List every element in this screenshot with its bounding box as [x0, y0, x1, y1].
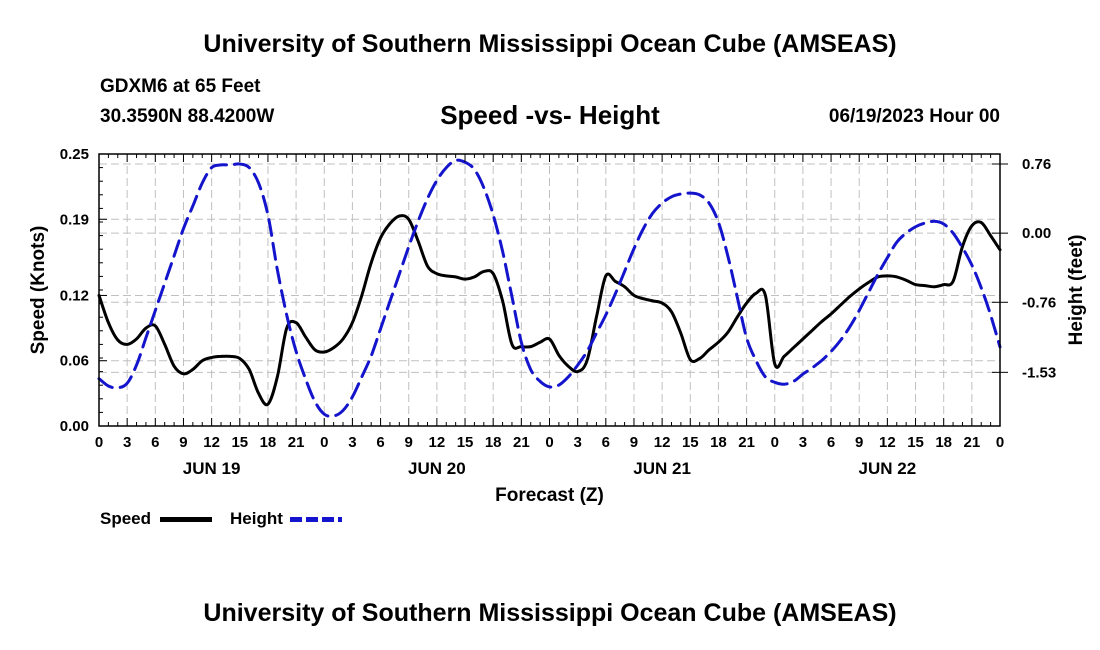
x-tick-label: 15 [907, 434, 924, 451]
y-tick-label: 0.12 [60, 287, 89, 304]
x-tick-label: 9 [630, 434, 638, 451]
y-axis-title: Speed (Knots) [28, 226, 49, 355]
x-tick-label: 0 [545, 434, 553, 451]
x-tick-label: 21 [964, 434, 981, 451]
x-tick-label: 3 [348, 434, 356, 451]
x-tick-label: 15 [457, 434, 474, 451]
legend-speed-label: Speed [100, 509, 152, 528]
x-tick-label: 18 [710, 434, 727, 451]
coordinates-label: 30.3590N 88.4200W [100, 106, 275, 127]
y-tick-label: 0.00 [60, 418, 89, 435]
y-right-tick-label: -1.53 [1022, 364, 1056, 381]
x-tick-label: 18 [485, 434, 502, 451]
plot-frame [98, 153, 1001, 427]
x-day-label: JUN 19 [183, 459, 241, 478]
y-tick-label: 0.25 [60, 146, 89, 163]
x-tick-label: 9 [179, 434, 187, 451]
x-tick-label: 21 [513, 434, 530, 451]
x-tick-label: 6 [376, 434, 384, 451]
x-day-label: JUN 22 [859, 459, 917, 478]
station-label: GDXM6 at 65 Feet [100, 76, 261, 97]
height-series-line [97, 158, 1002, 418]
x-day-label: JUN 21 [633, 459, 691, 478]
x-tick-label: 15 [231, 434, 248, 451]
x-tick-label: 6 [151, 434, 159, 451]
y-right-tick-label: 0.76 [1022, 156, 1051, 173]
x-tick-label: 0 [996, 434, 1004, 451]
legend-speed-swatch [160, 517, 212, 522]
y-tick-label: 0.19 [60, 211, 89, 228]
y-right-axis-title: Height (feet) [1066, 235, 1087, 346]
x-tick-label: 3 [799, 434, 807, 451]
chart-axes [98, 153, 1008, 427]
chart-title-top: University of Southern Mississippi Ocean… [203, 30, 897, 58]
x-tick-label: 15 [682, 434, 699, 451]
x-tick-label: 9 [405, 434, 413, 451]
x-tick-label: 18 [260, 434, 277, 451]
x-tick-label: 0 [771, 434, 779, 451]
x-tick-label: 9 [855, 434, 863, 451]
x-tick-label: 21 [288, 434, 305, 451]
x-day-label: JUN 20 [408, 459, 466, 478]
series-layer [97, 158, 1002, 418]
chart-grid [99, 154, 1000, 426]
x-tick-label: 12 [879, 434, 896, 451]
x-tick-label: 12 [429, 434, 446, 451]
x-axis-title: Forecast (Z) [495, 485, 604, 506]
x-tick-label: 3 [123, 434, 131, 451]
x-tick-label: 12 [203, 434, 220, 451]
x-tick-label: 12 [654, 434, 671, 451]
speed-series-line [97, 214, 1002, 407]
x-tick-label: 0 [320, 434, 328, 451]
x-tick-label: 6 [602, 434, 610, 451]
x-tick-label: 6 [827, 434, 835, 451]
y-right-tick-label: -0.76 [1022, 294, 1056, 311]
x-tick-label: 18 [935, 434, 952, 451]
chart-title-bottom: University of Southern Mississippi Ocean… [203, 599, 897, 627]
chart-labels: 0 3 6 9 12 15 18 21 0 3 6 9 12 15 18 21 0 3 6 9 12 15 18 21 0 3 6 9… [28, 146, 1087, 506]
legend-height-label: Height [230, 509, 283, 528]
chart-subtitle: Speed -vs- Height [440, 100, 660, 130]
x-tick-label: 21 [738, 434, 755, 451]
x-tick-label: 3 [573, 434, 581, 451]
legend-height-swatch [290, 517, 342, 522]
run-datetime: 06/19/2023 Hour 00 [828, 106, 1000, 127]
y-right-tick-label: 0.00 [1022, 225, 1051, 242]
x-tick-label: 0 [95, 434, 103, 451]
y-tick-label: 0.06 [60, 353, 89, 370]
